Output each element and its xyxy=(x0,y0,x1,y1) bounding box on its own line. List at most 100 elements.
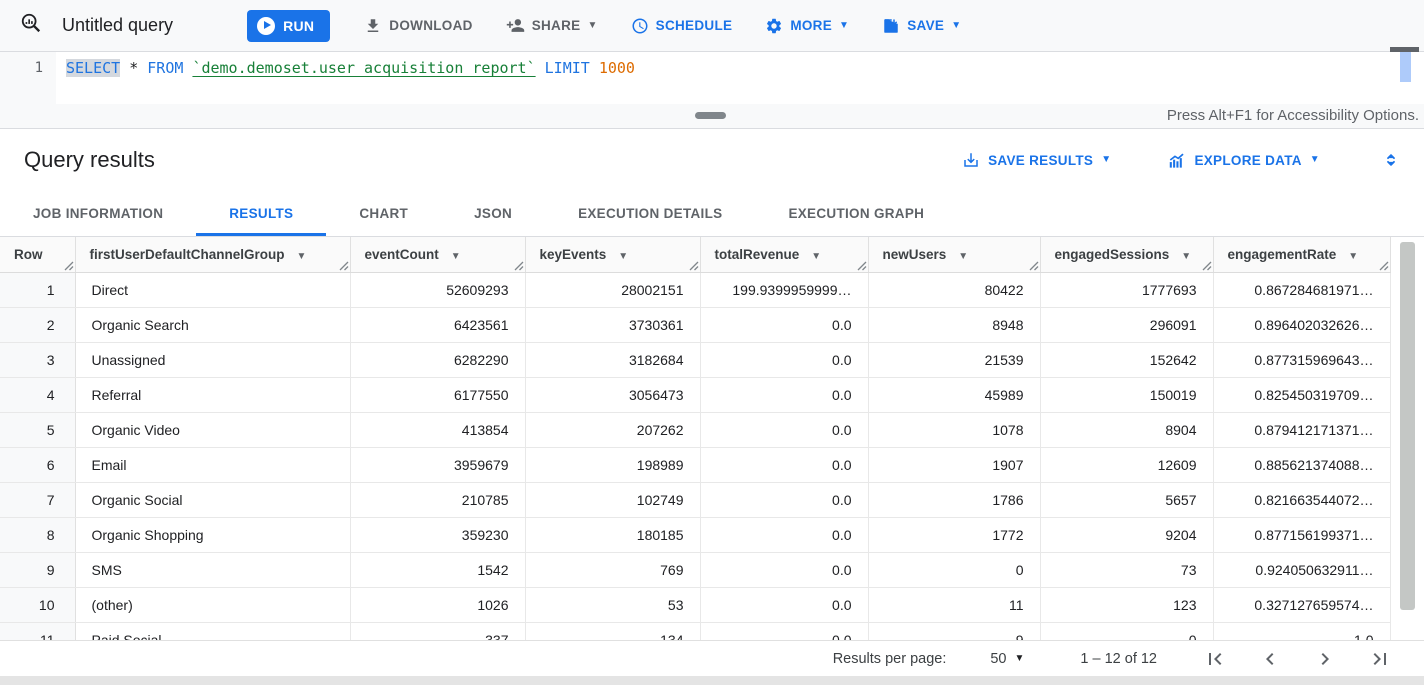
table-cell: 52609293 xyxy=(350,272,526,308)
table-cell: 102749 xyxy=(525,482,701,518)
schedule-label: SCHEDULE xyxy=(655,18,733,33)
column-header-engagementRate[interactable]: engagementRate ▼ xyxy=(1213,237,1391,273)
sql-star: * xyxy=(120,59,148,77)
tab-json[interactable]: JSON xyxy=(474,206,513,221)
table-cell: 0.0 xyxy=(700,307,869,343)
chevron-down-icon: ▼ xyxy=(587,19,598,31)
column-header-keyEvents[interactable]: keyEvents ▼ xyxy=(525,237,701,273)
row-number-cell: 8 xyxy=(0,517,76,553)
table-cell: 337 xyxy=(350,622,526,640)
tab-chart[interactable]: CHART xyxy=(359,206,409,221)
table-cell: 80422 xyxy=(868,272,1041,308)
table-cell: Unassigned xyxy=(75,342,351,378)
save-results-button[interactable]: SAVE RESULTS ▼ xyxy=(962,151,1111,169)
table-cell: 1907 xyxy=(868,447,1041,483)
table-cell: 6282290 xyxy=(350,342,526,378)
column-header-firstUserDefaultChannelGroup[interactable]: firstUserDefaultChannelGroup ▼ xyxy=(75,237,351,273)
column-resize-handle[interactable] xyxy=(339,261,349,271)
save-icon xyxy=(884,18,898,33)
schedule-button[interactable]: SCHEDULE xyxy=(631,17,733,35)
share-button[interactable]: SHARE ▼ xyxy=(506,16,598,35)
more-label: MORE xyxy=(790,18,833,33)
column-menu-caret-icon[interactable]: ▼ xyxy=(450,250,461,262)
column-label: totalRevenue xyxy=(714,246,800,262)
tab-job-information[interactable]: JOB INFORMATION xyxy=(33,206,164,221)
table-cell: 28002151 xyxy=(525,272,701,308)
line-number-gutter: 1 xyxy=(0,52,56,104)
column-menu-caret-icon[interactable]: ▼ xyxy=(958,250,969,262)
table-row: 1 Direct 52609293 28002151 199.9399959999… 80… xyxy=(0,272,1391,308)
table-cell: 0.821663544072… xyxy=(1213,482,1391,518)
table-vertical-scrollbar[interactable] xyxy=(1400,242,1415,610)
column-resize-handle[interactable] xyxy=(1202,261,1212,271)
sql-code-line[interactable]: SELECT * FROM `demo.demoset.user_acquisi… xyxy=(56,52,635,104)
table-row: 10 (other) 1026 53 0.0 11 123 0.327127659574… xyxy=(0,587,1391,623)
download-label: DOWNLOAD xyxy=(389,18,473,33)
column-header-eventCount[interactable]: eventCount ▼ xyxy=(350,237,526,273)
table-cell: 0.896402032626… xyxy=(1213,307,1391,343)
run-button[interactable]: RUN xyxy=(247,9,331,42)
table-cell: 0.0 xyxy=(700,342,869,378)
column-menu-caret-icon[interactable]: ▼ xyxy=(296,250,307,262)
tab-results[interactable]: RESULTS xyxy=(196,191,327,236)
table-cell: 152642 xyxy=(1040,342,1214,378)
first-page-button[interactable] xyxy=(1203,647,1227,671)
table-cell: 210785 xyxy=(350,482,526,518)
column-resize-handle[interactable] xyxy=(1379,261,1389,271)
table-cell: 123 xyxy=(1040,587,1214,623)
table-cell: 1542 xyxy=(350,552,526,588)
table-cell: 359230 xyxy=(350,517,526,553)
table-cell: 73 xyxy=(1040,552,1214,588)
table-cell: 9 xyxy=(868,622,1041,640)
column-menu-caret-icon[interactable]: ▼ xyxy=(811,250,822,262)
save-button[interactable]: SAVE ▼ xyxy=(882,17,961,35)
more-button[interactable]: MORE ▼ xyxy=(765,17,849,35)
table-cell: 53 xyxy=(525,587,701,623)
splitter-drag-handle[interactable] xyxy=(695,112,726,119)
query-results-header: Query results SAVE RESULTS ▼ EXPLORE DAT… xyxy=(0,129,1424,191)
download-button[interactable]: DOWNLOAD xyxy=(364,17,472,35)
collapse-results-button[interactable] xyxy=(1382,151,1400,169)
explore-data-button[interactable]: EXPLORE DATA ▼ xyxy=(1167,151,1320,170)
table-cell: 0.825450319709… xyxy=(1213,377,1391,413)
table-cell: 0.0 xyxy=(700,377,869,413)
query-magnifier-icon xyxy=(20,12,42,39)
column-resize-handle[interactable] xyxy=(1029,261,1039,271)
column-menu-caret-icon[interactable]: ▼ xyxy=(618,250,629,262)
column-resize-handle[interactable] xyxy=(689,261,699,271)
table-cell: 12609 xyxy=(1040,447,1214,483)
previous-page-button[interactable] xyxy=(1258,647,1282,671)
sql-table-reference-link[interactable]: `demo.demoset.user_acquisition_report` xyxy=(192,59,536,77)
table-cell: 0.0 xyxy=(700,552,869,588)
column-header-totalRevenue[interactable]: totalRevenue ▼ xyxy=(700,237,869,273)
editor-vertical-scrollbar[interactable] xyxy=(1400,52,1411,82)
row-number-cell: 1 xyxy=(0,272,76,308)
tab-execution-graph[interactable]: EXECUTION GRAPH xyxy=(788,206,925,221)
page-size-select[interactable]: 50 ▼ xyxy=(990,651,1024,667)
column-header-engagedSessions[interactable]: engagedSessions ▼ xyxy=(1040,237,1214,273)
table-cell: Paid Social xyxy=(75,622,351,640)
table-cell: Referral xyxy=(75,377,351,413)
row-number-cell: 11 xyxy=(0,622,76,640)
column-header-Row[interactable]: Row xyxy=(0,237,76,273)
page-size-value: 50 xyxy=(990,650,1007,667)
next-page-button[interactable] xyxy=(1313,647,1337,671)
column-menu-caret-icon[interactable]: ▼ xyxy=(1348,250,1359,262)
tab-execution-details[interactable]: EXECUTION DETAILS xyxy=(578,206,723,221)
save-results-icon xyxy=(964,153,978,167)
table-cell: 0.877156199371… xyxy=(1213,517,1391,553)
column-resize-handle[interactable] xyxy=(857,261,867,271)
table-header-row: Row firstUserDefaultChannelGroup ▼ eventCou… xyxy=(0,237,1391,273)
row-number-cell: 3 xyxy=(0,342,76,378)
sql-editor[interactable]: 1 SELECT * FROM `demo.demoset.user_acqui… xyxy=(0,47,1424,104)
column-resize-handle[interactable] xyxy=(514,261,524,271)
editor-scrollbar-corner xyxy=(1390,47,1419,52)
last-page-button[interactable] xyxy=(1368,647,1392,671)
column-menu-caret-icon[interactable]: ▼ xyxy=(1181,250,1192,262)
column-header-newUsers[interactable]: newUsers ▼ xyxy=(868,237,1041,273)
chevron-down-icon: ▼ xyxy=(1101,154,1112,165)
column-resize-handle[interactable] xyxy=(64,261,74,271)
table-cell: 0.0 xyxy=(700,622,869,640)
first-page-icon xyxy=(1209,652,1222,665)
last-page-icon xyxy=(1373,652,1386,665)
